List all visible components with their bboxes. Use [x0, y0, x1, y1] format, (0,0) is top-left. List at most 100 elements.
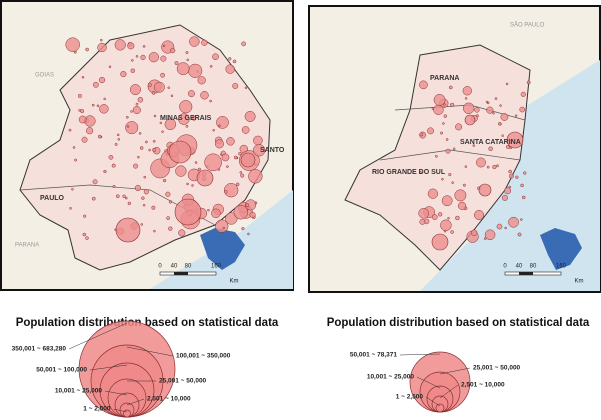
city-marker [224, 190, 228, 194]
scale-bar-body [519, 272, 533, 275]
city-markers [418, 80, 531, 251]
city-marker [186, 182, 189, 186]
legend-class: 1 ~ 2,500 [83, 406, 111, 413]
city-marker [191, 116, 197, 121]
city-marker [115, 194, 120, 199]
city-marker [78, 109, 82, 112]
city-marker [462, 86, 472, 96]
city-marker [99, 104, 109, 114]
city-marker [209, 65, 213, 68]
city-marker [452, 147, 456, 151]
city-marker [508, 169, 512, 174]
city-marker [96, 104, 100, 108]
city-marker [519, 106, 526, 113]
city-marker [164, 118, 177, 131]
legend-title: Population distribution based on statist… [16, 317, 279, 329]
city-marker [245, 199, 257, 211]
scale-tick: 0 [158, 264, 162, 270]
city-marker [68, 128, 72, 132]
city-marker [147, 82, 152, 87]
city-marker [419, 132, 424, 137]
city-marker [488, 146, 493, 151]
brazil-inset [540, 228, 582, 270]
city-marker [224, 183, 239, 198]
city-marker [126, 125, 130, 128]
map-label: PAULO [40, 195, 65, 202]
city-marker [114, 142, 118, 146]
city-marker [140, 223, 144, 226]
scale-tick: 80 [185, 264, 192, 270]
city-marker [117, 138, 121, 141]
city-marker [505, 82, 509, 86]
legend-class: 10,001 ~ 25,000 [367, 374, 415, 381]
city-marker [194, 161, 198, 164]
city-marker [69, 207, 72, 210]
city-marker [515, 175, 519, 179]
city-marker [440, 219, 452, 231]
scale-bar: 0 40 80 160 Km [503, 264, 583, 285]
map-label: PARANA [430, 75, 459, 82]
city-marker [484, 229, 496, 241]
city-marker [154, 81, 165, 93]
city-marker [247, 232, 250, 236]
map-label: SANTO [260, 147, 285, 154]
city-marker [100, 38, 103, 42]
city-marker [450, 230, 454, 234]
city-marker [226, 137, 235, 146]
city-marker [168, 226, 173, 231]
city-marker [165, 191, 171, 197]
city-marker [72, 146, 76, 149]
city-marker [138, 132, 142, 135]
legend-class: 1 ~ 2,500 [396, 394, 424, 401]
city-marker [232, 82, 239, 89]
legend-title: Population distribution based on statist… [327, 317, 590, 329]
city-marker [497, 121, 502, 126]
city-marker [433, 104, 444, 115]
city-marker [478, 183, 492, 197]
city-marker [244, 86, 248, 89]
city-marker [514, 114, 518, 117]
city-marker [455, 123, 463, 131]
city-marker [161, 130, 164, 133]
leader-line [68, 322, 128, 350]
city-marker [85, 236, 89, 240]
city-marker [200, 91, 209, 100]
map-label: MINAS GERAIS [160, 115, 212, 122]
city-marker [501, 134, 504, 137]
city-marker [431, 233, 449, 251]
city-marker [197, 167, 202, 172]
city-marker [151, 205, 156, 210]
city-marker [80, 109, 85, 114]
city-marker [132, 105, 141, 115]
city-marker [153, 114, 157, 118]
city-marker [238, 151, 242, 156]
leader-line [425, 396, 441, 407]
city-marker [197, 76, 206, 85]
city-marker [116, 133, 120, 137]
city-marker [240, 173, 245, 178]
city-marker [188, 63, 203, 78]
city-marker [496, 164, 499, 168]
city-marker [218, 124, 221, 128]
map-label: SANTA CATARINA [460, 139, 521, 146]
city-marker [241, 41, 246, 47]
legend-class: 2,501 ~ 10,000 [147, 396, 191, 403]
city-marker [81, 136, 88, 143]
city-marker [209, 99, 212, 103]
city-marker [142, 45, 146, 48]
city-marker [499, 104, 502, 107]
city-marker [81, 76, 85, 79]
city-marker [174, 198, 202, 226]
ocean [150, 190, 293, 289]
leader-line [439, 384, 459, 399]
city-marker [226, 165, 229, 168]
city-marker [458, 201, 467, 210]
city-marker [134, 184, 141, 192]
legend-circle [123, 409, 131, 418]
city-marker [124, 196, 128, 200]
city-marker [521, 195, 526, 200]
scale-tick: 40 [516, 264, 523, 270]
city-marker [170, 47, 176, 54]
city-marker [427, 127, 434, 135]
city-marker [449, 102, 455, 108]
